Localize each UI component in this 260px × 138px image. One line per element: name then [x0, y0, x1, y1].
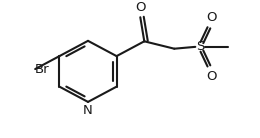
Text: Br: Br: [35, 63, 50, 76]
Text: O: O: [135, 1, 146, 14]
Text: O: O: [206, 11, 217, 24]
Text: N: N: [83, 104, 93, 117]
Text: S: S: [196, 40, 204, 53]
Text: O: O: [206, 70, 217, 83]
